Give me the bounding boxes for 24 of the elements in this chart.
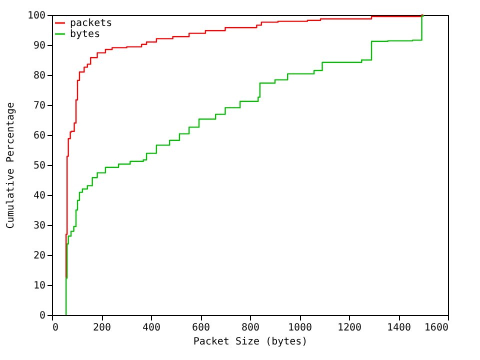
y-tick-label: 40 [33, 190, 46, 202]
y-tick-label: 60 [33, 130, 46, 142]
x-tick-label: 200 [92, 322, 112, 334]
y-tick-label: 90 [33, 40, 46, 52]
y-axis-title: Cumulative Percentage [5, 102, 16, 229]
x-tick-label: 1000 [288, 322, 312, 334]
x-tick-label: 400 [142, 322, 161, 334]
x-tick-label: 1600 [424, 322, 448, 334]
x-tick-label: 0 [52, 322, 59, 334]
y-tick-label: 70 [33, 100, 46, 112]
x-tick-label: 600 [192, 322, 210, 334]
y-tick-label: 80 [33, 70, 46, 82]
y-tick-label: 0 [39, 310, 46, 322]
y-tick-label: 10 [33, 280, 46, 292]
x-tick-label: 1400 [386, 322, 412, 334]
x-tick-label: 800 [241, 322, 260, 334]
y-tick-label: 30 [33, 220, 46, 232]
y-tick-label: 50 [33, 160, 46, 172]
y-tick-label: 100 [27, 10, 46, 22]
y-tick-label: 20 [33, 250, 46, 262]
x-tick-label: 1200 [337, 322, 362, 334]
legend-label: packets [70, 18, 112, 29]
legend-label: bytes [70, 29, 100, 40]
x-axis-title: Packet Size (bytes) [193, 336, 308, 348]
